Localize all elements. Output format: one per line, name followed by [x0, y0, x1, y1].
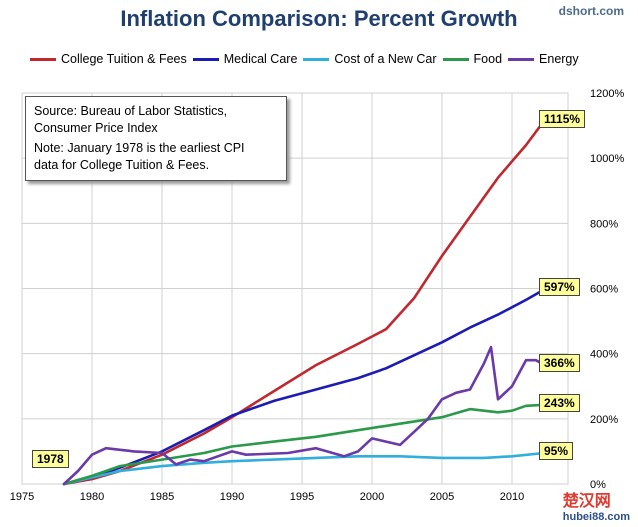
y-tick-label: 400% — [590, 349, 618, 361]
legend-label: Medical Care — [223, 52, 298, 66]
x-tick-label: 2005 — [430, 491, 454, 503]
legend-swatch — [442, 58, 469, 62]
legend-label: Food — [473, 52, 503, 66]
x-tick-label: 2000 — [360, 491, 384, 503]
series-line-cost-of-a-new-car — [62, 451, 546, 486]
legend-item: Food — [442, 52, 503, 66]
x-tick-label: 1980 — [80, 491, 104, 503]
x-tick-label: 2010 — [500, 491, 524, 503]
legend-item: College Tuition & Fees — [30, 52, 187, 66]
series-line-food — [62, 403, 546, 486]
x-tick-label: 1985 — [150, 491, 174, 503]
legend-swatch — [192, 58, 219, 62]
note-line1: Note: January 1978 is the earliest CPI — [34, 141, 245, 155]
end-value-callout: 366% — [539, 353, 580, 372]
legend-item: Cost of a New Car — [303, 52, 437, 66]
y-tick-label: 200% — [590, 414, 618, 426]
legend-label: College Tuition & Fees — [61, 52, 187, 66]
legend-item: Medical Care — [192, 52, 298, 66]
note-line2: data for College Tuition & Fees. — [34, 158, 210, 172]
watermark-site: hubei88.com — [562, 511, 630, 523]
y-tick-label: 1000% — [590, 153, 624, 165]
legend-swatch — [303, 58, 330, 62]
series-line-energy — [62, 345, 546, 486]
y-tick-label: 0% — [590, 479, 606, 491]
series-line-medical-care — [62, 288, 546, 486]
note-source-line1: Source: Bureau of Labor Statistics, — [34, 104, 228, 118]
legend: College Tuition & Fees Medical Care Cost o… — [30, 52, 585, 66]
y-tick-label: 1200% — [590, 88, 624, 100]
legend-label: Cost of a New Car — [334, 52, 437, 66]
watermark: 楚汉网 hubei88.com — [563, 487, 630, 523]
end-value-callout: 597% — [539, 278, 580, 297]
end-value-callout: 243% — [539, 393, 580, 412]
legend-swatch — [30, 58, 56, 62]
end-value-callout: 1115% — [539, 109, 586, 128]
legend-swatch — [508, 58, 535, 62]
chart-title: Inflation Comparison: Percent Growth — [120, 6, 518, 31]
y-tick-label: 800% — [590, 218, 618, 230]
legend-item: Energy — [508, 52, 579, 66]
end-value-callout: 95% — [539, 442, 574, 461]
x-tick-label: 1995 — [290, 491, 314, 503]
legend-label: Energy — [539, 52, 579, 66]
x-tick-label: 1990 — [220, 491, 244, 503]
note-box: Source: Bureau of Labor Statistics, Cons… — [25, 96, 287, 181]
x-tick-label: 1975 — [10, 491, 34, 503]
watermark-text: 楚汉网 — [562, 493, 611, 510]
note-source-line2: Consumer Price Index — [34, 121, 158, 135]
source-site: dshort.com — [558, 4, 624, 18]
start-year-callout: 1978 — [32, 450, 69, 468]
y-tick-label: 600% — [590, 284, 618, 296]
